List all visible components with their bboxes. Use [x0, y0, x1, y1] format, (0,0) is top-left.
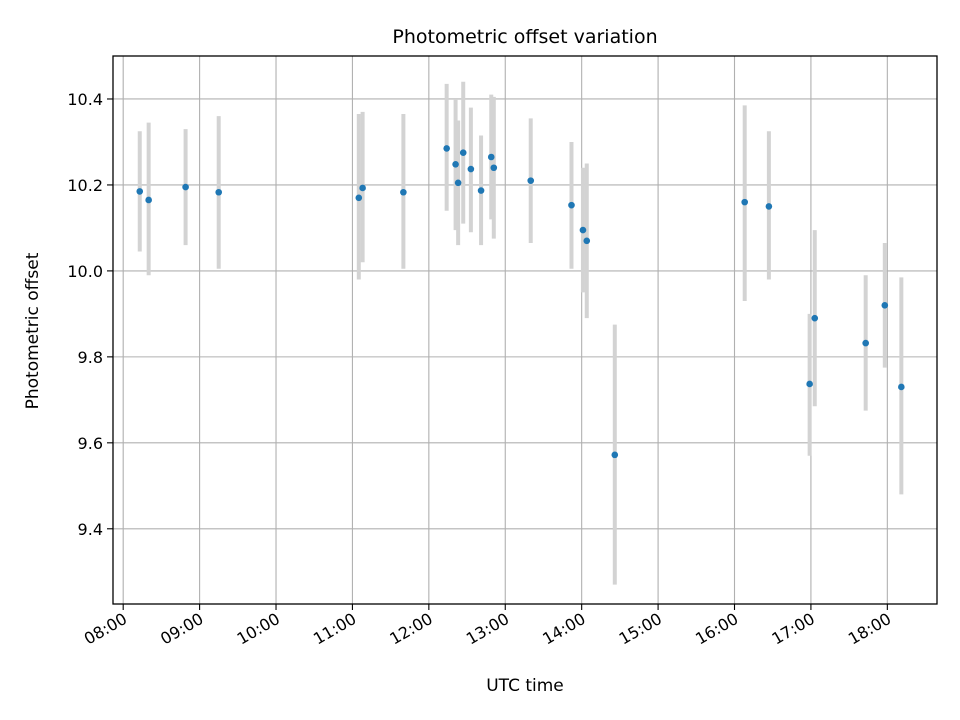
y-tick-label: 10.4: [67, 90, 103, 109]
data-point: [527, 177, 535, 184]
y-tick-label: 10.2: [67, 176, 103, 195]
chart-title: Photometric offset variation: [392, 26, 657, 48]
data-point: [355, 194, 363, 202]
data-point: [477, 187, 485, 194]
y-tick-label: 9.4: [78, 520, 103, 539]
y-tick-label: 10.0: [67, 262, 103, 281]
data-point: [359, 184, 366, 192]
x-axis-title: UTC time: [486, 676, 564, 696]
data-point: [459, 149, 467, 157]
data-point: [452, 161, 459, 168]
y-tick-label: 9.8: [78, 348, 103, 367]
data-point: [145, 196, 152, 204]
data-point: [862, 339, 869, 347]
data-point: [487, 153, 495, 161]
data-point: [579, 226, 587, 234]
data-point: [583, 237, 591, 245]
plot-area-frame: [112, 55, 938, 605]
data-point: [136, 188, 144, 195]
data-point: [467, 165, 475, 173]
data-point: [215, 188, 223, 196]
data-point: [881, 301, 889, 309]
data-point: [568, 201, 575, 209]
data-point: [490, 164, 498, 172]
point-layer: [136, 145, 905, 459]
data-point: [741, 198, 748, 206]
data-point: [454, 179, 462, 187]
data-point: [806, 380, 813, 388]
data-point: [611, 451, 619, 459]
data-point: [765, 203, 773, 210]
data-point: [400, 188, 407, 196]
data-point: [811, 314, 819, 322]
data-point: [182, 183, 189, 191]
data-point: [898, 383, 905, 391]
y-tick-label: 9.6: [78, 434, 103, 453]
y-axis-title: Photometric offset: [23, 252, 43, 409]
data-point: [443, 145, 450, 152]
